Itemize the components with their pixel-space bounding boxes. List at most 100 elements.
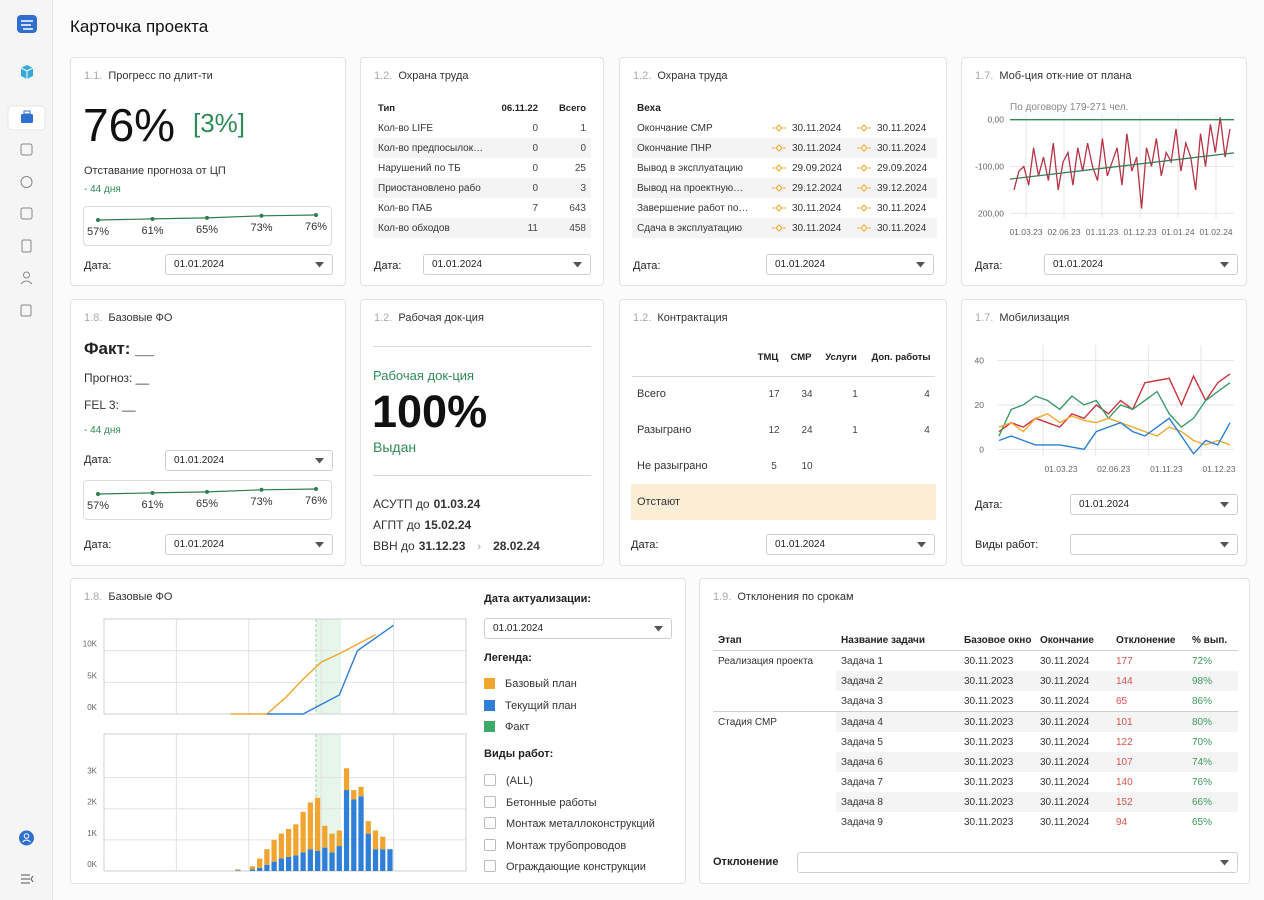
checkbox-item[interactable]: Монтаж трубопроводов	[484, 838, 626, 852]
x-tick-label: 02.06.23	[1047, 227, 1080, 237]
nav-icon[interactable]	[21, 239, 32, 253]
cell-text: Вывод на проектную…	[637, 182, 744, 194]
select[interactable]: 01.01.2024	[165, 450, 333, 471]
checkbox[interactable]	[484, 774, 496, 786]
nav-icon[interactable]	[20, 304, 32, 317]
delta-value: [3%]	[193, 108, 246, 138]
select[interactable]	[1070, 534, 1238, 555]
caret	[573, 262, 582, 268]
diamond	[772, 224, 786, 232]
date-label: Дата:	[84, 539, 112, 551]
menu-toggle[interactable]	[21, 874, 34, 884]
doc-item: АСУТП до 01.03.24	[373, 497, 480, 511]
cell: 5	[771, 461, 777, 472]
cell-text: 30.11.2024	[877, 142, 927, 154]
separator	[373, 346, 591, 347]
select[interactable]: 01.01.2024	[484, 618, 672, 639]
table-cell	[713, 792, 836, 812]
caret	[917, 542, 926, 548]
date-label: Дата:	[975, 499, 1003, 511]
nav-icon[interactable]	[23, 271, 30, 279]
select[interactable]: 01.01.2024	[165, 254, 333, 275]
checkbox[interactable]	[484, 860, 496, 872]
checkbox[interactable]	[484, 817, 496, 829]
nav-icon[interactable]	[20, 143, 33, 156]
checkbox-item[interactable]: (ALL)	[484, 774, 533, 787]
card-number: 1.2.	[374, 70, 393, 82]
sparkline-point	[150, 216, 155, 221]
card-number: 1.2.	[633, 312, 652, 324]
cell-text: 29.12.2024	[792, 182, 843, 194]
cell: 17	[768, 389, 780, 400]
caret	[916, 262, 925, 268]
select[interactable]: 01.01.2024	[1070, 494, 1238, 515]
status-title: Рабочая док-ция	[373, 368, 475, 383]
bar-segment	[264, 849, 270, 865]
bar-segment	[271, 839, 277, 862]
bar-segment	[329, 833, 335, 853]
table-row: Окончание СМР 30.11.2024 30.11.2024	[632, 118, 937, 138]
nav-icon[interactable]	[20, 207, 33, 220]
sparkline-point	[259, 487, 264, 492]
cell: 12	[768, 425, 780, 436]
bar-segment	[307, 802, 313, 850]
select[interactable]: 01.01.2024	[766, 254, 934, 275]
column-header: 06.11.22	[501, 102, 538, 114]
select[interactable]: 01.01.2024	[165, 534, 333, 555]
sparkline-label: 76%	[305, 221, 327, 233]
sparkline-label: 73%	[250, 222, 272, 234]
caret-icon	[573, 262, 582, 268]
table-row: Окончание ПНР 30.11.2024 30.11.2024	[632, 138, 937, 158]
bar-segment	[380, 849, 386, 871]
highlight-label: Отстают	[637, 496, 681, 508]
select[interactable]: 01.01.2024	[1044, 254, 1238, 275]
cell: 10	[801, 461, 813, 472]
y-tick-label: 2K	[87, 798, 97, 807]
select[interactable]: 01.01.2024	[766, 534, 935, 555]
diamond	[857, 144, 871, 152]
caret	[1220, 542, 1229, 548]
table-cell: 76%	[1192, 776, 1213, 788]
date-label: Дата актуализации:	[484, 593, 592, 605]
doc-label: АГПТ до	[373, 518, 421, 532]
table: Тип 06.11.22 Всего Кол-во LIFE 0 1 Кол-во пред…	[373, 98, 591, 238]
table-row: Задача 3 30.11.2023 30.11.2024 65 86%	[713, 691, 1238, 712]
lag-label: Отставание прогноза от ЦП	[84, 165, 226, 177]
table-cell: 30.11.2023	[964, 736, 1014, 748]
date-label: Дата:	[633, 260, 661, 272]
nav-icon[interactable]	[20, 176, 33, 188]
table-cell: 140	[1116, 776, 1133, 788]
briefcase-handle	[23, 110, 31, 115]
table-cell: 122	[1116, 736, 1133, 748]
table-cell: 30.11.2024	[1040, 776, 1090, 788]
checkbox-item[interactable]: Ограждающие конструкции	[484, 860, 646, 873]
table-row: Кол-во обходов 11 458	[373, 218, 591, 238]
card-header: 1.2. Охрана труда	[633, 70, 727, 82]
table-cell: 0	[532, 122, 538, 134]
data-line	[998, 417, 1231, 455]
milestone-icon	[857, 164, 871, 172]
card-header: 1.9. Отклонения по срокам	[713, 591, 854, 603]
select[interactable]: 01.01.2024	[423, 254, 591, 275]
logo[interactable]	[17, 15, 37, 33]
checkbox[interactable]	[484, 795, 496, 808]
sparkline-point	[150, 490, 155, 495]
bar-segment	[387, 849, 393, 871]
caret-icon	[1220, 502, 1229, 508]
table-cell: 0	[580, 142, 586, 154]
table-cell: 29.12.2024	[767, 178, 852, 198]
table-cell: 30.11.2024	[852, 138, 937, 158]
checkbox-item[interactable]: Монтаж металлоконструкций	[484, 817, 655, 830]
data-line	[1013, 117, 1231, 209]
card-title: Мобилизация	[999, 312, 1070, 324]
legend-swatch	[484, 721, 495, 732]
bar-segment	[358, 786, 364, 797]
x-tick-label: 01.12.23	[1202, 464, 1235, 474]
table-header: Веха	[632, 98, 937, 118]
checkbox[interactable]	[484, 838, 496, 851]
checkbox-item[interactable]: Бетонные работы	[484, 795, 597, 809]
column-header	[767, 98, 852, 118]
date-label: Дата:	[84, 260, 112, 272]
select[interactable]	[797, 852, 1238, 873]
table-cell: 30.11.2023	[964, 695, 1014, 707]
